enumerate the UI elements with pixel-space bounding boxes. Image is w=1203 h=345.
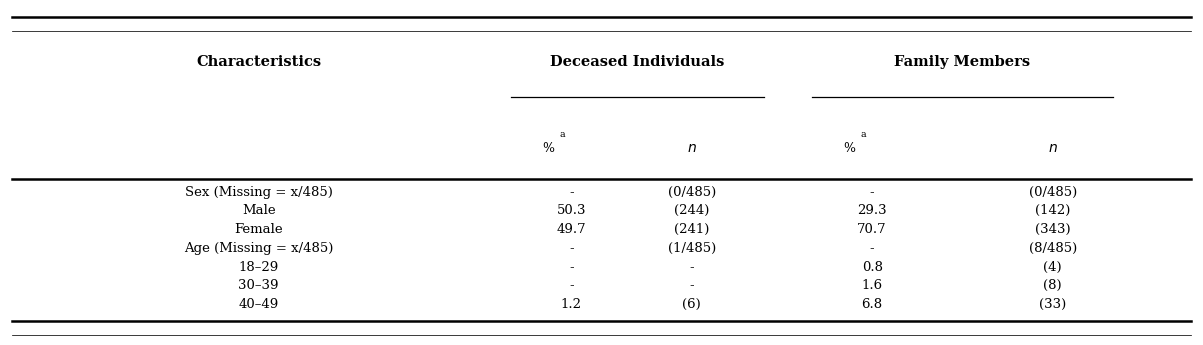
Text: (0/485): (0/485) — [1029, 186, 1077, 199]
Text: 6.8: 6.8 — [861, 298, 883, 311]
Text: (8): (8) — [1043, 279, 1062, 292]
Text: 0.8: 0.8 — [861, 260, 883, 274]
Text: a: a — [860, 130, 866, 139]
Text: Characteristics: Characteristics — [196, 55, 321, 69]
Text: (33): (33) — [1039, 298, 1066, 311]
Text: Male: Male — [242, 205, 275, 217]
Text: (0/485): (0/485) — [668, 186, 716, 199]
Text: 70.7: 70.7 — [858, 223, 887, 236]
Text: (4): (4) — [1043, 260, 1062, 274]
Text: (244): (244) — [674, 205, 710, 217]
Text: $\it{n}$: $\it{n}$ — [687, 141, 697, 155]
Text: 1.2: 1.2 — [561, 298, 582, 311]
Text: a: a — [559, 130, 565, 139]
Text: %: % — [544, 142, 559, 155]
Text: 40–49: 40–49 — [238, 298, 279, 311]
Text: (142): (142) — [1035, 205, 1071, 217]
Text: -: - — [569, 279, 574, 292]
Text: %: % — [845, 142, 860, 155]
Text: (6): (6) — [682, 298, 701, 311]
Text: Sex (Missing = x/485): Sex (Missing = x/485) — [185, 186, 332, 199]
Text: (8/485): (8/485) — [1029, 242, 1077, 255]
Text: (1/485): (1/485) — [668, 242, 716, 255]
Text: 50.3: 50.3 — [557, 205, 586, 217]
Text: (343): (343) — [1035, 223, 1071, 236]
Text: 1.6: 1.6 — [861, 279, 883, 292]
Text: -: - — [870, 186, 875, 199]
Text: Female: Female — [235, 223, 283, 236]
Text: -: - — [569, 242, 574, 255]
Text: (241): (241) — [674, 223, 710, 236]
Text: -: - — [689, 260, 694, 274]
Text: -: - — [689, 279, 694, 292]
Text: Age (Missing = x/485): Age (Missing = x/485) — [184, 242, 333, 255]
Text: 29.3: 29.3 — [858, 205, 887, 217]
Text: 18–29: 18–29 — [238, 260, 279, 274]
Text: 30–39: 30–39 — [238, 279, 279, 292]
Text: Family Members: Family Members — [894, 55, 1031, 69]
Text: $\it{n}$: $\it{n}$ — [1048, 141, 1057, 155]
Text: 49.7: 49.7 — [557, 223, 586, 236]
Text: -: - — [569, 260, 574, 274]
Text: -: - — [870, 242, 875, 255]
Text: Deceased Individuals: Deceased Individuals — [551, 55, 724, 69]
Text: -: - — [569, 186, 574, 199]
